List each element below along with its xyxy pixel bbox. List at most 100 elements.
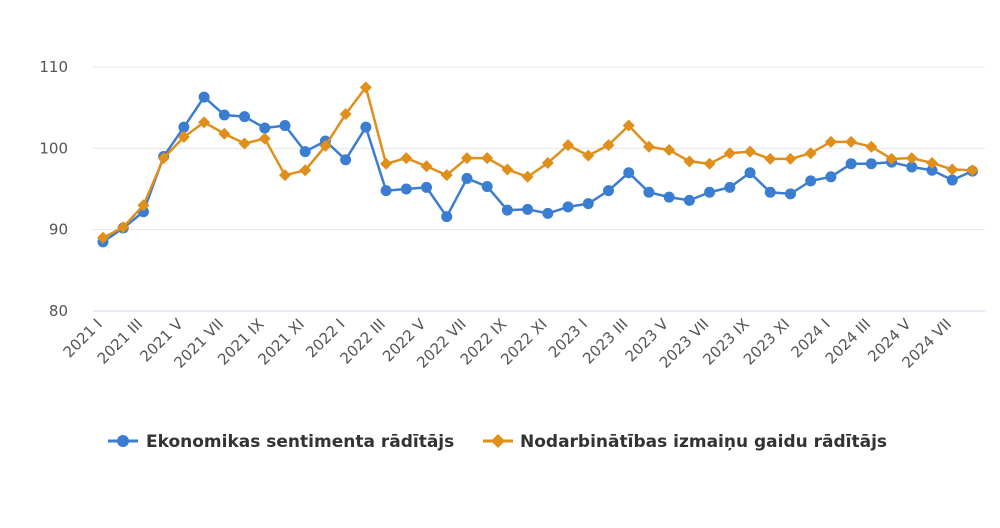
- data-point-s1-10[interactable]: [299, 164, 312, 177]
- data-point-s0-28[interactable]: [663, 191, 675, 203]
- data-point-s0-16[interactable]: [421, 181, 433, 193]
- data-point-s0-42[interactable]: [946, 174, 958, 186]
- data-point-s1-17[interactable]: [440, 169, 453, 182]
- data-point-s1-39[interactable]: [885, 152, 898, 165]
- y-tick-label-100: 100: [39, 139, 68, 157]
- data-point-s0-10[interactable]: [299, 146, 311, 158]
- data-point-s0-29[interactable]: [683, 194, 695, 206]
- data-point-s1-15[interactable]: [400, 152, 413, 165]
- x-tick-label-2024-iii: 2024 III: [822, 315, 874, 367]
- data-point-s1-26[interactable]: [622, 119, 635, 132]
- data-point-s1-41[interactable]: [926, 156, 939, 169]
- data-point-s0-13[interactable]: [360, 121, 372, 133]
- data-point-s0-22[interactable]: [542, 207, 554, 219]
- data-point-s1-18[interactable]: [460, 152, 473, 165]
- data-point-s0-30[interactable]: [704, 186, 716, 198]
- data-point-s1-2[interactable]: [137, 199, 150, 212]
- data-point-s0-24[interactable]: [582, 198, 594, 210]
- data-point-s1-19[interactable]: [481, 152, 494, 165]
- x-tick-label-2021-iii: 2021 III: [94, 315, 146, 367]
- data-point-s0-12[interactable]: [340, 154, 352, 166]
- data-point-s1-36[interactable]: [824, 135, 837, 148]
- gridlines: [93, 66, 985, 312]
- data-point-s1-33[interactable]: [764, 152, 777, 165]
- legend: Ekonomikas sentimenta rādītājs Nodarbinā…: [108, 432, 887, 452]
- data-point-s0-7[interactable]: [239, 111, 251, 123]
- data-point-s0-25[interactable]: [603, 185, 614, 197]
- legend-item-sentiment[interactable]: Ekonomikas sentimenta rādītājs: [108, 432, 454, 452]
- legend-label-sentiment: Ekonomikas sentimenta rādītājs: [146, 432, 454, 452]
- data-point-s0-34[interactable]: [784, 188, 796, 200]
- data-point-s0-17[interactable]: [441, 211, 453, 223]
- data-point-s0-26[interactable]: [623, 167, 635, 179]
- data-point-s1-37[interactable]: [845, 135, 858, 148]
- data-point-s0-5[interactable]: [198, 91, 210, 103]
- y-tick-label-90: 90: [49, 221, 68, 239]
- data-point-s1-16[interactable]: [420, 160, 433, 173]
- legend-item-employment[interactable]: Nodarbinātības izmaiņu gaidu rādītājs: [483, 432, 887, 452]
- data-point-s1-24[interactable]: [582, 149, 595, 162]
- series-line-1: [102, 86, 973, 239]
- legend-marker-sentiment: [117, 435, 129, 447]
- data-point-s0-9[interactable]: [279, 120, 291, 132]
- data-point-s0-31[interactable]: [724, 181, 736, 193]
- data-point-s1-14[interactable]: [380, 157, 393, 170]
- data-point-s0-4[interactable]: [178, 121, 190, 133]
- data-point-s1-22[interactable]: [541, 156, 554, 169]
- data-point-s1-21[interactable]: [521, 170, 534, 183]
- data-point-s0-19[interactable]: [481, 181, 493, 193]
- data-point-s1-42[interactable]: [946, 163, 959, 176]
- data-point-s1-38[interactable]: [865, 140, 878, 153]
- data-point-s1-25[interactable]: [602, 139, 615, 152]
- y-axis-tick-labels: 80 90 100 110: [39, 58, 68, 320]
- data-point-s1-0[interactable]: [97, 231, 109, 244]
- data-point-s1-30[interactable]: [703, 157, 716, 170]
- data-point-s1-1[interactable]: [117, 221, 130, 234]
- data-point-s1-23[interactable]: [562, 139, 575, 152]
- data-point-s1-4[interactable]: [177, 130, 190, 143]
- data-point-s1-34[interactable]: [784, 152, 797, 165]
- data-point-s1-13[interactable]: [359, 81, 372, 94]
- data-point-s0-41[interactable]: [926, 164, 938, 176]
- series-layer: [97, 81, 979, 248]
- data-point-s0-38[interactable]: [865, 158, 877, 170]
- x-tick-label-2023-iii: 2023 III: [579, 315, 631, 367]
- data-point-s0-20[interactable]: [501, 204, 513, 216]
- data-point-s1-29[interactable]: [683, 155, 696, 168]
- data-point-s0-14[interactable]: [380, 185, 392, 197]
- data-point-s1-43[interactable]: [966, 164, 979, 177]
- data-point-s1-9[interactable]: [278, 169, 291, 182]
- data-point-s1-31[interactable]: [723, 147, 736, 160]
- y-tick-label-80: 80: [49, 302, 68, 320]
- data-point-s1-5[interactable]: [198, 116, 211, 129]
- data-point-s1-40[interactable]: [905, 152, 918, 165]
- data-point-s0-27[interactable]: [643, 186, 655, 198]
- data-point-s1-32[interactable]: [744, 145, 757, 158]
- data-point-s0-8[interactable]: [259, 122, 271, 134]
- data-point-s1-6[interactable]: [218, 127, 231, 140]
- data-point-s1-27[interactable]: [642, 140, 655, 153]
- data-point-s1-20[interactable]: [501, 163, 514, 176]
- data-point-s0-35[interactable]: [805, 175, 817, 187]
- data-point-s0-15[interactable]: [400, 183, 412, 195]
- data-point-s0-23[interactable]: [562, 201, 574, 213]
- data-point-s0-36[interactable]: [825, 171, 837, 183]
- data-point-s1-12[interactable]: [339, 108, 352, 121]
- data-point-s0-21[interactable]: [522, 203, 534, 215]
- data-point-s1-8[interactable]: [258, 132, 271, 145]
- data-point-s0-6[interactable]: [218, 109, 230, 121]
- legend-marker-employment: [491, 434, 505, 448]
- data-point-s1-28[interactable]: [663, 143, 676, 156]
- data-point-s0-32[interactable]: [744, 167, 756, 179]
- data-point-s1-3[interactable]: [157, 152, 170, 165]
- data-point-s1-35[interactable]: [804, 147, 817, 160]
- data-point-s0-40[interactable]: [906, 161, 918, 173]
- data-point-s0-37[interactable]: [845, 158, 857, 170]
- x-tick-label-2022-iii: 2022 III: [336, 315, 388, 367]
- data-point-s0-18[interactable]: [461, 172, 473, 184]
- data-point-s0-33[interactable]: [764, 186, 776, 198]
- data-point-s1-11[interactable]: [319, 139, 332, 152]
- data-point-s1-7[interactable]: [238, 137, 251, 150]
